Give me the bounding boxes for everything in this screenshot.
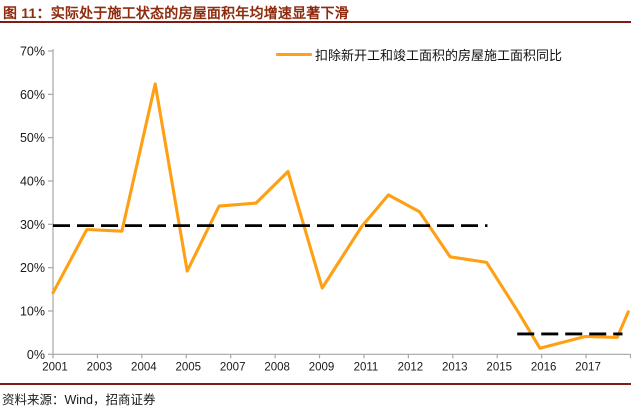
x-tick-label: 2013 [442,361,468,373]
figure-title-text: 实际处于施工状态的房屋面积年均增速显著下滑 [50,5,349,21]
x-tick-label: 2017 [575,361,601,373]
y-tick-label: 40% [20,174,45,188]
x-tick-label: 2016 [531,361,557,373]
x-tick-label: 2009 [309,361,335,373]
title-divider [0,21,631,23]
legend-line-swatch [276,52,312,57]
x-tick-label: 2005 [175,361,201,373]
figure-title: 图 11：实际处于施工状态的房屋面积年均增速显著下滑 [3,3,349,23]
legend-label: 扣除新开工和竣工面积的房屋施工面积同比 [315,48,563,63]
y-tick-label: 30% [20,218,45,232]
series-line [51,82,630,350]
y-tick-label: 0% [27,348,45,362]
footer-divider [0,383,631,385]
y-tick-label: 50% [20,131,45,145]
x-tick-label: 2001 [42,361,68,373]
line-chart: 70% 60% 50% 40% 30% 20% 10% 0%2001 2003 2004 2005 2… [20,45,631,373]
figure-label: 图 11： [3,5,51,21]
x-tick-label: 2008 [264,361,290,373]
y-tick-label: 10% [20,304,45,318]
x-tick-label: 2004 [131,361,157,373]
y-tick-label: 20% [20,261,45,275]
y-tick-label: 60% [20,88,45,102]
y-tick-label: 70% [20,45,45,59]
x-tick-label: 2015 [486,361,512,373]
chart-legend: 扣除新开工和竣工面积的房屋施工面积同比 [276,45,562,64]
x-tick-label: 2012 [398,361,424,373]
source-note: 资料来源：Wind，招商证券 [2,393,156,407]
x-tick-label: 2007 [220,361,246,373]
x-tick-label: 2011 [354,361,379,373]
x-tick-label: 2003 [87,361,113,373]
